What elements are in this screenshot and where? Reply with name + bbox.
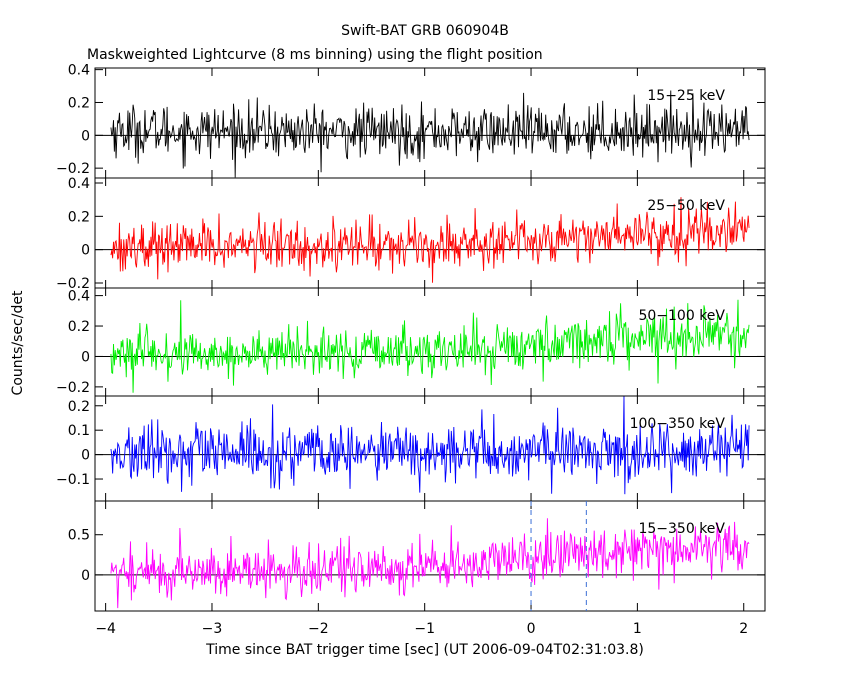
y-axis-label: Counts/sec/det — [10, 290, 26, 395]
x-tick-label: −2 — [308, 621, 329, 637]
series-line-3 — [110, 299, 750, 393]
y-tick-label: 0.5 — [68, 528, 90, 544]
panel-5: 0 0.5 15−350 keV — [68, 500, 766, 612]
band-label-5: 15−350 keV — [638, 521, 725, 537]
x-tick-labels: −4 −3 −2 −1 0 1 2 — [95, 621, 748, 637]
y-tick-label: 0 — [81, 243, 90, 259]
band-label-2: 25−50 keV — [647, 198, 725, 214]
panels-group: −0.2 0 0.2 0.4 15−25 keV −0.2 0 0.2 0.4 25−50 keV… — [56, 63, 766, 612]
x-tick-label: −4 — [95, 621, 116, 637]
panel-frame — [94, 500, 766, 612]
chart-title: Swift-BAT GRB 060904B — [341, 23, 509, 39]
x-axis-label: Time since BAT trigger time [sec] (UT 20… — [205, 642, 644, 658]
panel-4: −0.1 0 0.1 0.2 100−350 keV — [56, 395, 766, 502]
y-tick-label: 0 — [81, 349, 90, 365]
y-tick-label: 0.2 — [68, 209, 90, 225]
y-tick-label: 0.4 — [68, 289, 90, 305]
x-tick-label: 0 — [527, 621, 536, 637]
x-tick-label: −3 — [202, 621, 223, 637]
x-tick-label: −1 — [414, 621, 435, 637]
series-line-5 — [110, 518, 750, 609]
chart-subtitle: Maskweighted Lightcurve (8 ms binning) u… — [87, 47, 543, 63]
y-tick-label: 0.4 — [68, 176, 90, 192]
band-label-3: 50−100 keV — [638, 308, 725, 324]
y-tick-label: 0.2 — [68, 319, 90, 335]
series-line-2 — [110, 197, 750, 283]
series-line-1 — [110, 90, 750, 178]
band-label-1: 15−25 keV — [647, 88, 725, 104]
band-label-4: 100−350 keV — [630, 416, 726, 432]
y-tick-label: −0.2 — [56, 380, 90, 396]
panel-2: −0.2 0 0.2 0.4 25−50 keV — [56, 176, 766, 292]
y-tick-label: −0.1 — [56, 472, 90, 488]
x-tick-label: 2 — [739, 621, 748, 637]
panel-3: −0.2 0 0.2 0.4 50−100 keV — [56, 287, 766, 397]
y-tick-label: 0 — [81, 448, 90, 464]
y-tick-label: 0.1 — [68, 423, 90, 439]
panel-1: −0.2 0 0.2 0.4 15−25 keV — [56, 63, 766, 179]
y-tick-label: 0.4 — [68, 63, 90, 79]
y-tick-label: −0.2 — [56, 161, 90, 177]
y-tick-label: 0.2 — [68, 399, 90, 415]
x-tick-label: 1 — [633, 621, 642, 637]
series-line-4 — [110, 396, 750, 495]
y-tick-label: −0.2 — [56, 276, 90, 292]
y-tick-label: 0.2 — [68, 95, 90, 111]
y-tick-label: 0 — [81, 128, 90, 144]
y-tick-label: 0 — [81, 568, 90, 584]
